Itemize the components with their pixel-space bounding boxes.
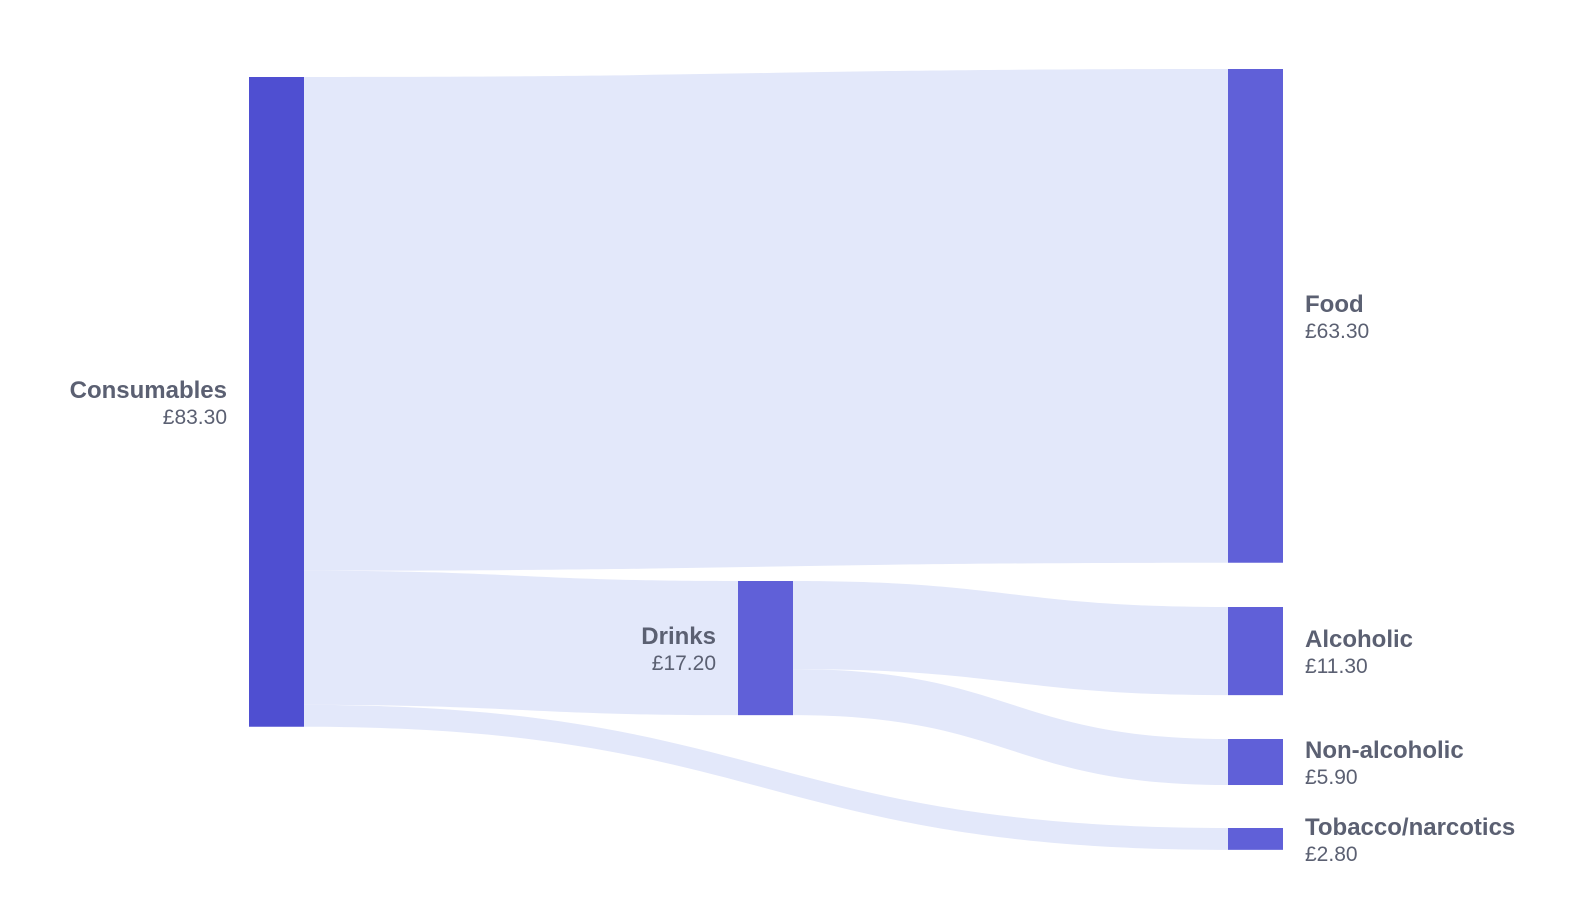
link-consumables-to-tobacco-narcotics [304, 704, 1228, 850]
node-value-food: £63.30 [1305, 320, 1369, 343]
node-label-food: Food [1305, 291, 1364, 318]
link-consumables-to-food [304, 69, 1228, 571]
link-drinks-to-alcoholic [793, 581, 1228, 696]
node-consumables [249, 77, 304, 727]
links-layer [304, 69, 1228, 850]
node-drinks [738, 581, 793, 716]
node-value-alcoholic: £11.30 [1305, 655, 1368, 678]
node-alcoholic [1228, 607, 1283, 696]
node-label-tobacco-narcotics: Tobacco/narcotics [1305, 814, 1515, 841]
link-consumables-to-drinks [304, 570, 738, 716]
node-tobacco-narcotics [1228, 828, 1283, 850]
link-drinks-to-non-alcoholic [793, 669, 1228, 786]
node-label-non-alcoholic: Non-alcoholic [1305, 737, 1464, 764]
node-value-non-alcoholic: £5.90 [1305, 766, 1358, 789]
node-value-consumables: £83.30 [163, 406, 227, 429]
node-non-alcoholic [1228, 739, 1283, 786]
labels-layer: Consumables£83.30 Drinks£17.20 Food£63.30 A… [70, 291, 1516, 866]
node-label-alcoholic: Alcoholic [1305, 626, 1413, 653]
node-label-consumables: Consumables [70, 377, 227, 404]
node-label-drinks: Drinks [641, 623, 716, 650]
node-value-drinks: £17.20 [652, 652, 716, 675]
node-food [1228, 69, 1283, 563]
nodes-layer [249, 69, 1283, 850]
node-value-tobacco-narcotics: £2.80 [1305, 843, 1358, 866]
